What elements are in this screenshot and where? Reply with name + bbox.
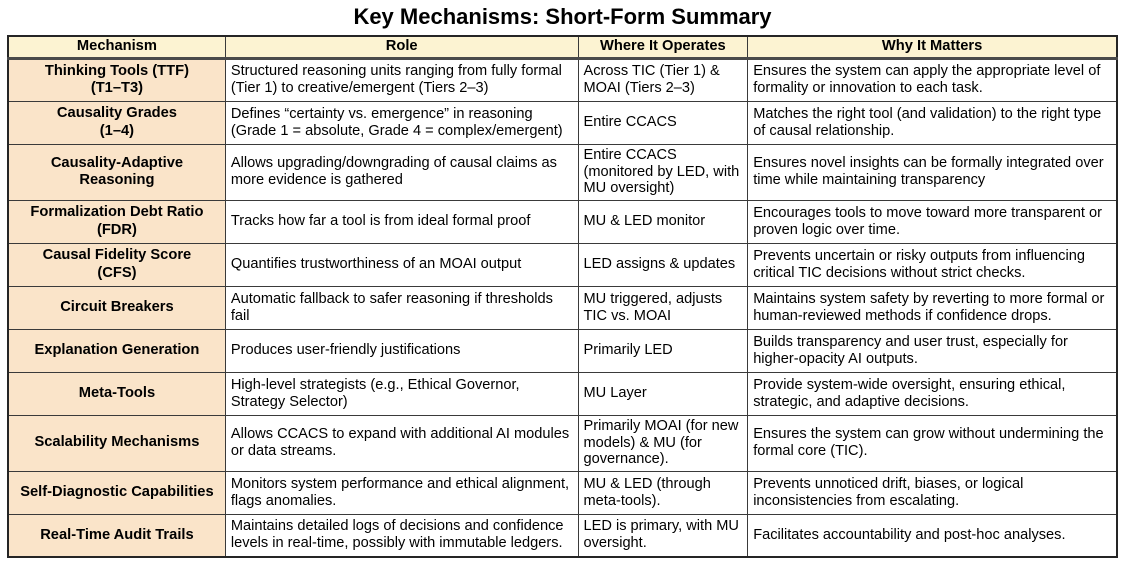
- table-row-causality-adaptive-reasoning: Causality-Adaptive Reasoning Allows upgr…: [7, 143, 1118, 201]
- cell-where: MU & LED (through meta-tools).: [577, 470, 749, 515]
- cell-why: Ensures the system can apply the appropr…: [747, 57, 1118, 102]
- cell-mechanism: Explanation Generation: [7, 328, 226, 373]
- cell-why: Encourages tools to move toward more tra…: [747, 199, 1118, 244]
- cell-role: Monitors system performance and ethical …: [224, 470, 579, 515]
- cell-why: Matches the right tool (and validation) …: [747, 100, 1118, 145]
- cell-role: Produces user-friendly justifications: [224, 328, 579, 373]
- cell-mechanism: Thinking Tools (TTF) (T1–T3): [7, 57, 226, 102]
- page: Key Mechanisms: Short-Form Summary Mecha…: [0, 4, 1125, 558]
- cell-mechanism: Meta-Tools: [7, 371, 226, 416]
- cell-where: LED is primary, with MU oversight.: [577, 513, 749, 558]
- column-header-role: Role: [224, 35, 579, 60]
- cell-where: Entire CCACS (monitored by LED, with MU …: [577, 143, 749, 201]
- cell-mechanism: Scalability Mechanisms: [7, 414, 226, 472]
- cell-where: MU Layer: [577, 371, 749, 416]
- cell-where: Across TIC (Tier 1) & MOAI (Tiers 2–3): [577, 57, 749, 102]
- cell-why: Provide system-wide oversight, ensuring …: [747, 371, 1118, 416]
- header-row: Mechanism Role Where It Operates Why It …: [7, 35, 1118, 60]
- table-row-formalization-debt-ratio: Formalization Debt Ratio (FDR) Tracks ho…: [7, 199, 1118, 244]
- cell-why: Ensures the system can grow without unde…: [747, 414, 1118, 472]
- cell-role: High-level strategists (e.g., Ethical Go…: [224, 371, 579, 416]
- cell-why: Ensures novel insights can be formally i…: [747, 143, 1118, 201]
- table-row-thinking-tools: Thinking Tools (TTF) (T1–T3) Structured …: [7, 57, 1118, 102]
- table-row-circuit-breakers: Circuit Breakers Automatic fallback to s…: [7, 285, 1118, 330]
- cell-mechanism: Formalization Debt Ratio (FDR): [7, 199, 226, 244]
- cell-why: Maintains system safety by reverting to …: [747, 285, 1118, 330]
- cell-role: Tracks how far a tool is from ideal form…: [224, 199, 579, 244]
- cell-role: Allows upgrading/downgrading of causal c…: [224, 143, 579, 201]
- cell-role: Automatic fallback to safer reasoning if…: [224, 285, 579, 330]
- cell-where: MU & LED monitor: [577, 199, 749, 244]
- cell-mechanism: Causality-Adaptive Reasoning: [7, 143, 226, 201]
- column-header-where-it-operates: Where It Operates: [577, 35, 749, 60]
- cell-role: Quantifies trustworthiness of an MOAI ou…: [224, 242, 579, 287]
- cell-why: Prevents unnoticed drift, biases, or log…: [747, 470, 1118, 515]
- cell-mechanism: Circuit Breakers: [7, 285, 226, 330]
- cell-role: Maintains detailed logs of decisions and…: [224, 513, 579, 558]
- cell-mechanism: Self-Diagnostic Capabilities: [7, 470, 226, 515]
- page-title: Key Mechanisms: Short-Form Summary: [353, 4, 772, 29]
- cell-mechanism: Causality Grades (1–4): [7, 100, 226, 145]
- cell-why: Prevents uncertain or risky outputs from…: [747, 242, 1118, 287]
- mechanisms-table: Mechanism Role Where It Operates Why It …: [7, 35, 1118, 558]
- cell-where: Primarily LED: [577, 328, 749, 373]
- table-row-meta-tools: Meta-Tools High-level strategists (e.g.,…: [7, 371, 1118, 416]
- table-row-explanation-generation: Explanation Generation Produces user-fri…: [7, 328, 1118, 373]
- cell-mechanism: Real-Time Audit Trails: [7, 513, 226, 558]
- cell-why: Builds transparency and user trust, espe…: [747, 328, 1118, 373]
- table-row-real-time-audit-trails: Real-Time Audit Trails Maintains detaile…: [7, 513, 1118, 558]
- table-row-causality-grades: Causality Grades (1–4) Defines “certaint…: [7, 100, 1118, 145]
- cell-role: Allows CCACS to expand with additional A…: [224, 414, 579, 472]
- cell-role: Structured reasoning units ranging from …: [224, 57, 579, 102]
- cell-role: Defines “certainty vs. emergence” in rea…: [224, 100, 579, 145]
- cell-mechanism: Causal Fidelity Score (CFS): [7, 242, 226, 287]
- table-row-self-diagnostic-capabilities: Self-Diagnostic Capabilities Monitors sy…: [7, 470, 1118, 515]
- cell-why: Facilitates accountability and post-hoc …: [747, 513, 1118, 558]
- cell-where: Entire CCACS: [577, 100, 749, 145]
- cell-where: MU triggered, adjusts TIC vs. MOAI: [577, 285, 749, 330]
- table-row-causal-fidelity-score: Causal Fidelity Score (CFS) Quantifies t…: [7, 242, 1118, 287]
- table-row-scalability-mechanisms: Scalability Mechanisms Allows CCACS to e…: [7, 414, 1118, 472]
- cell-where: LED assigns & updates: [577, 242, 749, 287]
- column-header-mechanism: Mechanism: [7, 35, 226, 60]
- column-header-why-it-matters: Why It Matters: [747, 35, 1118, 60]
- cell-where: Primarily MOAI (for new models) & MU (fo…: [577, 414, 749, 472]
